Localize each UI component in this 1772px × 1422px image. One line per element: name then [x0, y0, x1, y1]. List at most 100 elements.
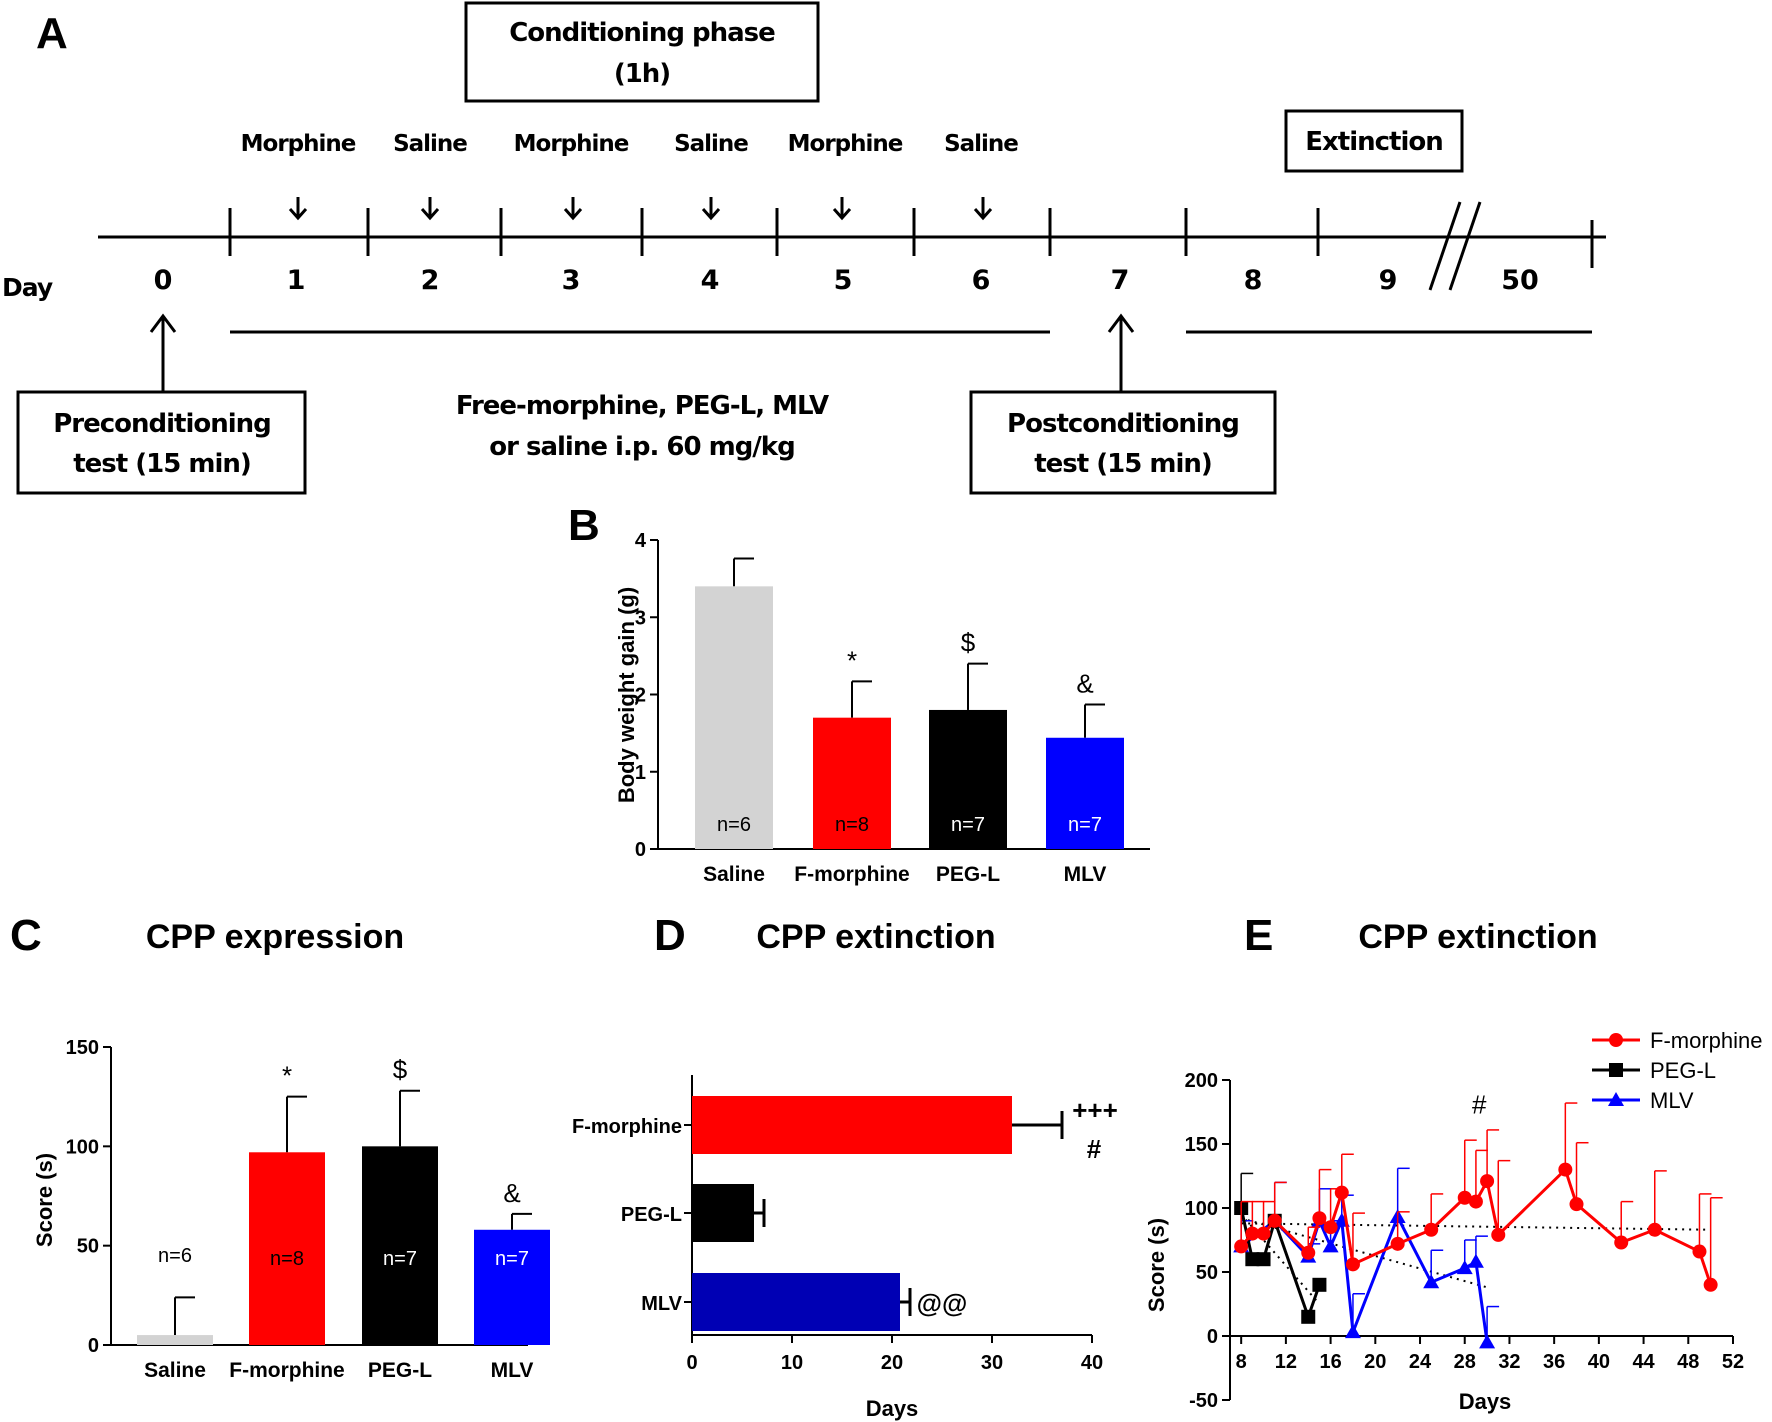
down-arrow-icon: [288, 197, 308, 221]
x-tick-label: PEG-L: [368, 1359, 432, 1382]
preconditioning-title: Preconditioning: [53, 409, 271, 439]
up-arrow-icon: [149, 313, 177, 392]
data-point: [1480, 1174, 1495, 1189]
treatment-label: Morphine: [788, 131, 903, 157]
y-tick-label: 50: [77, 1236, 99, 1258]
drug-dose-label: or saline i.p. 60 mg/kg: [489, 432, 794, 462]
data-point: [1301, 1245, 1316, 1260]
down-arrow-icon: [701, 197, 721, 221]
n-label: n=8: [835, 814, 869, 836]
preconditioning-box: [16, 390, 307, 495]
y-tick-label: 0: [88, 1335, 99, 1357]
series-line: [1240, 1213, 1489, 1343]
data-point: [1234, 1239, 1249, 1254]
day-numbers: 0 1 2 3 4 5 6 7 8 9 50: [154, 265, 1539, 296]
data-point: [1390, 1236, 1405, 1251]
extinction-label: Extinction: [1305, 127, 1443, 157]
panel-d-chart: D CPP extinction Days 0 10 20 30 40 F-morphin…: [572, 911, 1118, 1421]
x-tick-label: 28: [1454, 1351, 1476, 1373]
bar: [813, 717, 891, 849]
down-arrow-icon: [973, 197, 993, 221]
postconditioning-duration: test (15 min): [1034, 449, 1212, 479]
data-point: [1424, 1222, 1439, 1237]
x-tick-label: PEG-L: [936, 863, 1000, 886]
y-tick-label: 100: [1185, 1198, 1218, 1220]
significance-marker: $: [393, 1055, 408, 1085]
treatment-label: Morphine: [514, 131, 629, 157]
extinction-box: [1284, 109, 1464, 173]
treatment-label: Saline: [944, 131, 1018, 157]
x-tick-label: 40: [1588, 1351, 1610, 1373]
x-tick-label: 36: [1543, 1351, 1565, 1373]
data-point: [1423, 1274, 1440, 1289]
phase-brackets: [149, 313, 1592, 392]
bar: [362, 1146, 438, 1345]
y-axis-label: Score (s): [32, 1153, 57, 1247]
legend-label: F-morphine: [1650, 1028, 1762, 1053]
y-tick-label: 0: [635, 839, 646, 861]
day-number: 8: [1244, 265, 1263, 296]
panel-label-e: E: [1244, 911, 1273, 960]
day-number: 4: [701, 265, 720, 296]
data-point: [1301, 1309, 1316, 1324]
x-tick-label: F-morphine: [794, 863, 910, 886]
x-tick-label: 30: [981, 1352, 1003, 1374]
y-tick-label: 50: [1196, 1262, 1218, 1284]
bar: [695, 586, 773, 849]
x-tick-label: 40: [1081, 1352, 1103, 1374]
bar: [692, 1096, 1012, 1154]
day-number: 3: [562, 265, 581, 296]
y-tick-label: MLV: [641, 1293, 682, 1315]
x-tick-label: 0: [686, 1352, 697, 1374]
n-label: n=7: [383, 1248, 417, 1270]
data-point: [1334, 1185, 1349, 1200]
n-label: n=6: [717, 814, 751, 836]
significance-marker: &: [503, 1178, 520, 1208]
bar: [249, 1152, 325, 1345]
legend-marker: [1608, 1092, 1624, 1106]
y-tick-label: 150: [66, 1037, 99, 1059]
chart-title: CPP extinction: [1358, 918, 1597, 956]
treatment-arrows: [288, 197, 993, 221]
conditioning-phase-box: [464, 1, 820, 103]
data-point: [1267, 1213, 1282, 1228]
data-point: [1312, 1211, 1327, 1226]
y-tick-label: 3: [635, 607, 646, 629]
data-point: [1312, 1277, 1327, 1292]
y-tick-label: PEG-L: [621, 1204, 682, 1226]
x-tick-label: 16: [1319, 1351, 1341, 1373]
chart-title: CPP extinction: [756, 918, 995, 956]
y-tick-label: 150: [1185, 1134, 1218, 1156]
conditioning-phase-title: Conditioning phase: [509, 18, 775, 48]
day-number: 5: [834, 265, 853, 296]
y-tick-label: 100: [66, 1136, 99, 1158]
legend-marker: [1609, 1033, 1623, 1047]
data-point: [1647, 1222, 1662, 1237]
x-axis-label: Days: [866, 1396, 919, 1421]
treatment-label: Morphine: [241, 131, 356, 157]
panel-label-b: B: [568, 501, 600, 550]
data-point: [1456, 1260, 1473, 1275]
significance-marker: +++: [1072, 1095, 1118, 1125]
day-number: 1: [287, 265, 306, 296]
n-label: n=8: [270, 1248, 304, 1270]
y-axis-label: Score (s): [1144, 1218, 1169, 1312]
x-tick-label: 48: [1677, 1351, 1699, 1373]
panel-b-chart: B Body weight gain (g) 0 1 2 3 4 Saline n=6 F-m…: [568, 501, 1150, 886]
x-tick-label: 20: [881, 1352, 903, 1374]
day-number: 0: [154, 265, 173, 296]
n-label: n=7: [951, 814, 985, 836]
significance-marker: @@: [917, 1288, 968, 1318]
bar: [474, 1229, 550, 1345]
bar: [929, 709, 1007, 849]
down-arrow-icon: [832, 197, 852, 221]
trendline: [1240, 1213, 1321, 1305]
data-point: [1468, 1194, 1483, 1209]
x-tick-label: 10: [781, 1352, 803, 1374]
data-point: [1322, 1238, 1339, 1253]
up-arrow-icon: [1107, 313, 1135, 392]
day-axis-label: Day: [2, 273, 53, 302]
y-tick-label: 1: [635, 762, 646, 784]
data-point: [1692, 1244, 1707, 1259]
